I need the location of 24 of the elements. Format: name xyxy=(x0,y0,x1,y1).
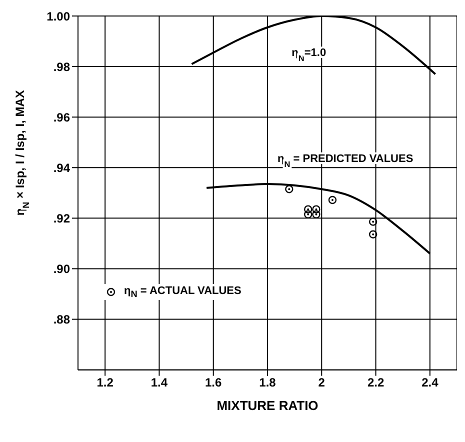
point xyxy=(312,210,320,218)
x-tick-label: 1.4 xyxy=(150,375,168,390)
x-tick-label: 2.2 xyxy=(367,375,384,390)
y-tick-label: .96 xyxy=(53,110,70,124)
y-tick-label: .90 xyxy=(53,262,70,276)
x-axis-title: MIXTURE RATIO xyxy=(216,398,318,413)
point xyxy=(312,205,320,214)
point xyxy=(368,218,378,226)
y-tick-label: 1.00 xyxy=(46,9,70,24)
point xyxy=(304,210,312,218)
y-tick-label: .98 xyxy=(53,60,70,74)
y-tick-label: .92 xyxy=(53,211,70,226)
x-tick-label: 1.2 xyxy=(96,375,114,390)
x-tick-label: 2 xyxy=(318,375,326,390)
y-tick-label: .94 xyxy=(53,160,70,175)
point xyxy=(304,205,312,214)
x-tick-label: 1.6 xyxy=(205,375,222,390)
legend-label: η$_{N}$ = ACTUAL VALUES xyxy=(124,285,242,300)
point xyxy=(328,196,337,204)
x-tick-label: 2.4 xyxy=(422,375,439,390)
point xyxy=(285,185,294,194)
point xyxy=(368,230,378,238)
y-tick-label: .88 xyxy=(53,312,70,327)
x-tick-label: 1.8 xyxy=(259,375,276,390)
